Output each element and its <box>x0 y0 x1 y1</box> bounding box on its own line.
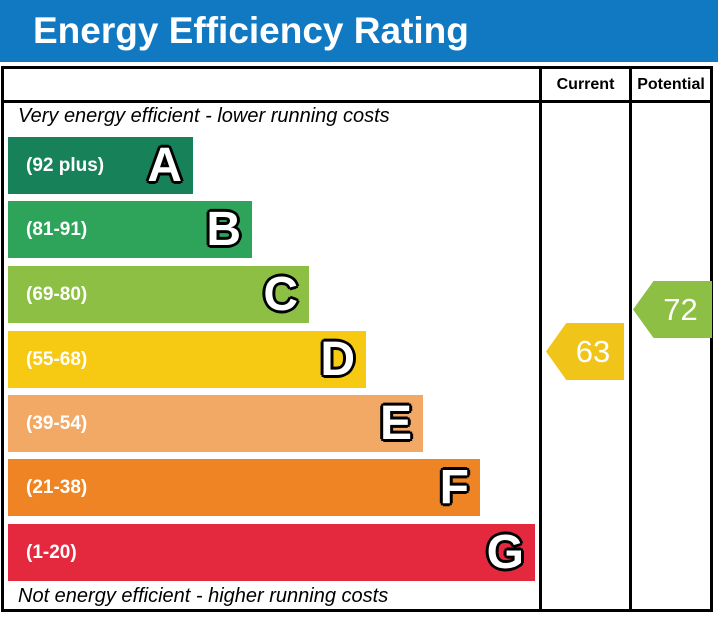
rating-band: (92 plus) A <box>8 137 193 194</box>
potential-rating-arrow: 72 <box>633 281 712 338</box>
rating-band: (21-38) F <box>8 459 480 516</box>
current-column-divider <box>539 69 542 609</box>
header: Energy Efficiency Rating <box>0 0 718 62</box>
band-letter: C <box>263 268 298 321</box>
rating-band: (69-80) C <box>8 266 309 323</box>
bottom-note: Not energy efficient - higher running co… <box>18 585 389 607</box>
band-range-label: (92 plus) <box>26 154 105 176</box>
rating-band: (81-91) B <box>8 201 252 258</box>
rating-table: Current Potential Very energy efficient … <box>1 66 713 612</box>
potential-rating-value: 72 <box>663 291 698 327</box>
band-range-label: (69-80) <box>26 283 88 305</box>
band-range-label: (55-68) <box>26 348 88 370</box>
header-row-divider <box>4 100 710 103</box>
top-note: Very energy efficient - lower running co… <box>18 105 390 127</box>
band-letter: F <box>439 461 469 514</box>
band-letter: E <box>379 397 412 450</box>
current-rating-arrow: 63 <box>546 323 624 380</box>
potential-column-divider <box>629 69 632 609</box>
band-range-label: (1-20) <box>26 541 77 563</box>
band-letter: G <box>486 526 524 579</box>
band-letter: A <box>147 139 182 192</box>
page-title: Energy Efficiency Rating <box>33 10 469 51</box>
current-column-header: Current <box>556 75 615 93</box>
band-range-label: (81-91) <box>26 218 88 240</box>
band-range-label: (21-38) <box>26 476 88 498</box>
band-letter: D <box>320 333 355 386</box>
rating-band: (55-68) D <box>8 331 366 388</box>
band-letter: B <box>206 203 241 256</box>
current-rating-value: 63 <box>575 333 611 369</box>
potential-column-header: Potential <box>637 75 705 93</box>
rating-band: (1-20) G <box>8 524 535 581</box>
rating-band: (39-54) E <box>8 395 423 452</box>
band-range-label: (39-54) <box>26 412 88 434</box>
